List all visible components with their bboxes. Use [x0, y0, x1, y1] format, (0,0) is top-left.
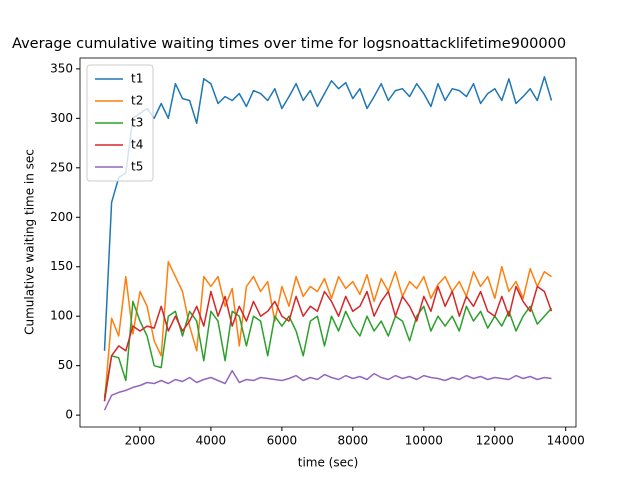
series-line: [103, 369, 552, 411]
x-tick-label: 6000: [267, 434, 298, 448]
legend-label: t4: [131, 138, 143, 152]
plot-frame: [79, 57, 577, 428]
series-line: [103, 76, 553, 351]
legend-label: t1: [131, 72, 143, 86]
series-line: [103, 285, 553, 402]
x-tick-label: 14000: [547, 434, 585, 448]
y-tick-label: 50: [58, 358, 73, 372]
y-tick-label: 350: [50, 61, 73, 75]
y-tick-label: 250: [50, 160, 73, 174]
y-tick-label: 150: [50, 259, 73, 273]
series-line: [103, 300, 553, 398]
x-tick-label: 4000: [196, 434, 227, 448]
x-tick-label: 2000: [125, 434, 156, 448]
legend-label: t5: [131, 160, 143, 174]
x-tick-label: 12000: [476, 434, 514, 448]
chart-title: Average cumulative waiting times over ti…: [12, 36, 566, 52]
y-tick-label: 200: [50, 210, 73, 224]
legend-label: t3: [131, 116, 143, 130]
legend-label: t2: [131, 94, 143, 108]
x-tick-label: 10000: [405, 434, 443, 448]
x-tick-label: 8000: [338, 434, 369, 448]
x-axis-label: time (sec): [298, 456, 359, 470]
y-tick-label: 300: [50, 111, 73, 125]
y-tick-label: 100: [50, 309, 73, 323]
series-line: [103, 261, 552, 402]
y-axis-label: Cumulative waiting time in sec: [23, 149, 37, 335]
y-tick-label: 0: [65, 408, 73, 422]
